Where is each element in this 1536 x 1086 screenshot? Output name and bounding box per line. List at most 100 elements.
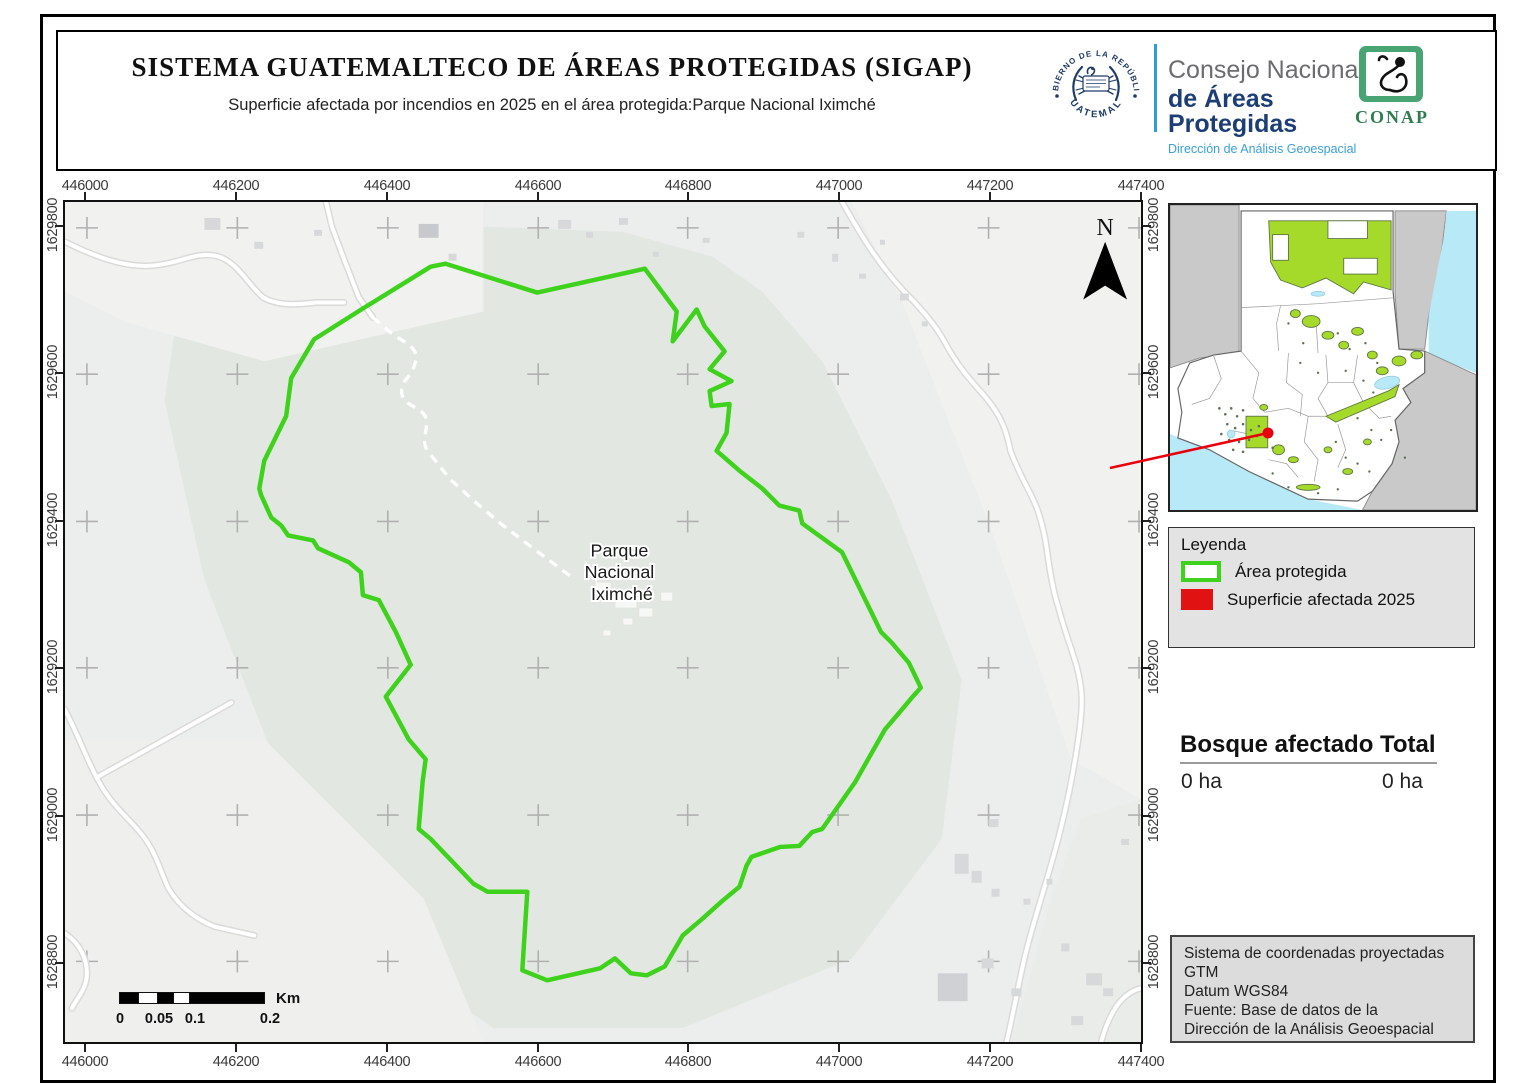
scalebar-segment [119, 992, 139, 1004]
scalebar-segment [189, 992, 265, 1004]
x-tick-top [386, 192, 388, 200]
info-line: GTM [1184, 964, 1219, 981]
x-axis-label-top: 446600 [514, 178, 562, 194]
y-tick-right [1143, 225, 1151, 227]
roads [65, 202, 1141, 1042]
main-map-canvas: Parque Nacional Iximché N [65, 202, 1141, 1042]
header: SISTEMA GUATEMALTECO DE ÁREAS PROTEGIDAS… [56, 28, 1497, 171]
scalebar-number: 0.2 [259, 1011, 281, 1027]
y-tick-left [55, 225, 63, 227]
legend-item: Superficie afectada 2025 [1181, 589, 1462, 610]
x-axis-label-bottom: 447200 [966, 1054, 1014, 1070]
main-map: Parque Nacional Iximché N 0 0.05 0.1 0.2 Km [63, 200, 1143, 1044]
legend-title: Leyenda [1181, 535, 1247, 554]
x-tick-bottom [989, 1044, 991, 1052]
scalebar-segment [157, 992, 174, 1004]
grid-crosses [75, 216, 1141, 973]
scalebar-segment [173, 992, 190, 1004]
scalebar: 0 0.05 0.1 0.2 Km [116, 990, 320, 1032]
scalebar-segment [138, 992, 158, 1004]
inset-holes [1272, 220, 1378, 275]
page-subtitle: Superficie afectada por incendios en 202… [228, 96, 876, 114]
info-line: Fuente: Base de datos de la [1184, 1002, 1378, 1019]
svg-text:N: N [1097, 215, 1114, 241]
y-tick-right [1143, 815, 1151, 817]
y-tick-right [1143, 667, 1151, 669]
locator-inset-map [1168, 203, 1478, 512]
x-axis-label-top: 446000 [61, 178, 109, 194]
scalebar-number: 0.1 [184, 1011, 206, 1027]
y-tick-left [55, 667, 63, 669]
x-tick-top [235, 192, 237, 200]
info-line: Datum WGS84 [1184, 983, 1289, 1000]
x-tick-bottom [1140, 1044, 1142, 1052]
legend: Leyenda Área protegida Superficie afectad… [1168, 527, 1475, 648]
stats-divider [1180, 762, 1437, 764]
affected-area-swatch [1181, 589, 1213, 610]
inset-country-outline [1177, 210, 1426, 502]
x-axis-label-bottom: 447000 [815, 1054, 863, 1070]
protected-area-swatch [1181, 561, 1221, 582]
council-line3: Dirección de Análisis Geoespacial [1168, 142, 1357, 156]
x-axis-label-top: 446400 [363, 178, 411, 194]
y-tick-right [1143, 372, 1151, 374]
inset-protected-areas [1245, 220, 1424, 491]
trail-dashed [371, 316, 575, 580]
x-axis-label-top: 446200 [212, 178, 260, 194]
stats-right-value: 0 ha [1382, 770, 1423, 793]
stats-left-value: 0 ha [1181, 770, 1222, 793]
x-tick-bottom [84, 1044, 86, 1052]
svg-text:CONAP: CONAP [1355, 107, 1429, 127]
x-tick-bottom [838, 1044, 840, 1052]
seal-icon: GOBIERNO DE LA REPÚBLICA GUATEMALA [1041, 28, 1140, 120]
conap-logo: CONAP [1354, 46, 1430, 130]
x-axis-label-bottom: 446800 [664, 1054, 712, 1070]
council-wordmark: Consejo Nacional de Áreas Protegidas Dir… [1168, 58, 1398, 156]
info-line: Dirección de la Análisis Geoespacial [1184, 1021, 1434, 1038]
x-tick-top [838, 192, 840, 200]
x-axis-label-bottom: 447400 [1117, 1054, 1165, 1070]
buildings-northwest [204, 217, 928, 327]
council-line1: Consejo Nacional [1168, 56, 1364, 84]
logo-divider [1154, 44, 1157, 132]
page-title: SISTEMA GUATEMALTECO DE ÁREAS PROTEGIDAS… [131, 52, 973, 82]
stats-right-header: Total [1380, 731, 1436, 758]
x-axis-label-bottom: 446000 [61, 1054, 109, 1070]
scalebar-number: 0 [115, 1011, 125, 1027]
x-tick-bottom [235, 1044, 237, 1052]
x-axis-label-top: 446800 [664, 178, 712, 194]
x-axis-label-bottom: 446200 [212, 1054, 260, 1070]
protected-area-boundary [257, 261, 924, 983]
legend-item: Área protegida [1181, 561, 1462, 582]
legend-items: Área protegida Superficie afectada 2025 [1181, 561, 1462, 610]
y-tick-left [55, 815, 63, 817]
legend-item-label: Superficie afectada 2025 [1227, 589, 1416, 609]
ruins-site [594, 581, 674, 637]
info-line: Sistema de coordenadas proyectadas [1184, 945, 1445, 962]
x-tick-bottom [386, 1044, 388, 1052]
x-tick-top [989, 192, 991, 200]
scalebar-unit: Km [276, 990, 301, 1007]
north-arrow-icon: N [1083, 215, 1128, 300]
x-tick-top [537, 192, 539, 200]
x-axis-label-bottom: 446400 [363, 1054, 411, 1070]
y-tick-left [55, 372, 63, 374]
council-line2: de Áreas Protegidas [1168, 85, 1298, 138]
buildings-southeast [937, 819, 1130, 1026]
x-tick-bottom [687, 1044, 689, 1052]
y-tick-right [1143, 962, 1151, 964]
x-axis-label-top: 447200 [966, 178, 1014, 194]
x-tick-bottom [537, 1044, 539, 1052]
page-border [40, 14, 1496, 1083]
y-tick-left [55, 520, 63, 522]
y-tick-right [1143, 520, 1151, 522]
y-tick-left [55, 962, 63, 964]
government-seal-logo: GOBIERNO DE LA REPÚBLICA GUATEMALA [1041, 28, 1146, 136]
x-axis-label-bottom: 446600 [514, 1054, 562, 1070]
x-axis-label-top: 447000 [815, 178, 863, 194]
conap-monkey-icon: CONAP [1355, 46, 1429, 127]
x-tick-top [687, 192, 689, 200]
x-tick-top [1140, 192, 1142, 200]
scalebar-bar [119, 992, 265, 1004]
